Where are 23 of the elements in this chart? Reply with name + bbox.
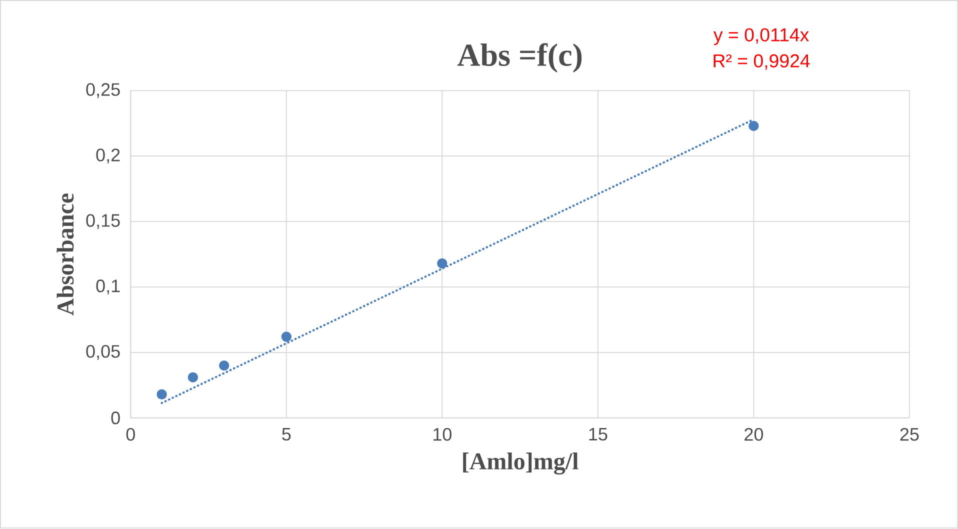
y-tick-label: 0 [111,412,120,425]
y-tick-label: 0,05 [86,345,120,360]
point [188,372,198,383]
x-tick-label: 10 [434,428,452,441]
text: y = 0,0114x [713,28,809,46]
y-axis-title: Absorbance [56,194,74,316]
x-tick-label: 0 [126,428,135,441]
y-tick-label: 0,15 [86,214,120,230]
y-tick-label: 0,2 [96,148,120,164]
x-tick-label: 5 [282,428,291,441]
x-axis-title: [Amlo]mg/l [463,452,578,475]
point [156,390,167,400]
x-tick-label: 15 [589,428,608,441]
point [219,360,230,371]
point [437,258,448,269]
point [281,332,292,342]
x-tick-label: 20 [744,428,764,441]
y-tick-label: 0,25 [86,83,120,98]
y-tick-label: 0,1 [96,280,120,295]
x-tick-label: 25 [900,428,919,441]
text: R² = 0,9924 [714,54,810,70]
chart-title: Abs =f(c) [457,43,582,73]
point [748,121,759,132]
